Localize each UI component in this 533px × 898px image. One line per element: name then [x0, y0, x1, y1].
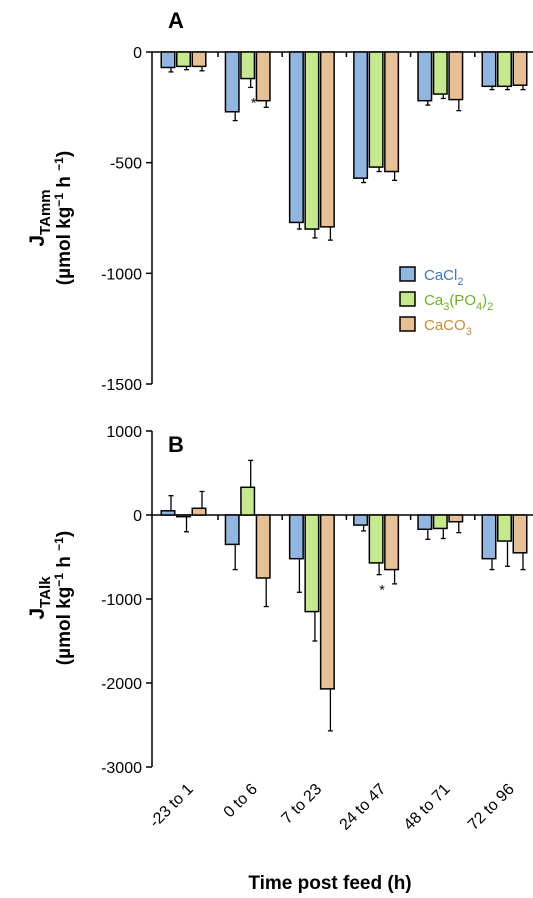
- legend-label-cacl2: CaCl2: [424, 267, 463, 288]
- panel-b-ylabel-j: J: [26, 608, 49, 620]
- x-axis-title: Time post feed (h): [248, 873, 411, 894]
- panel-b-ylabel-close: ): [54, 531, 75, 537]
- panel-b-ytick-label: -2000: [101, 676, 142, 693]
- bar-a-caco3: [255, 51, 271, 102]
- panel-a-ylabel-mu: µ: [54, 268, 75, 279]
- bar-b-caco3: [319, 514, 335, 690]
- panel-b-ylabel-mu: µ: [54, 648, 75, 659]
- panel-a-ylabel-close: ): [54, 151, 75, 157]
- bar-b-cacl2: [353, 514, 369, 526]
- x-tick-label: 72 to 96: [465, 781, 518, 834]
- panel-a-ylabel-sup2: −1: [52, 157, 66, 171]
- bar-a-ca3po42: [240, 51, 256, 80]
- panel-a-ylabel-open: (: [54, 278, 75, 285]
- panel-a-ylabel-j: J: [26, 235, 49, 247]
- panel-a-ytick-label: -1000: [101, 266, 142, 283]
- legend-label-caco3: CaCO3: [424, 317, 472, 338]
- panel-a-plot: 0 -500 -1000 -1500 *: [101, 45, 533, 394]
- bar-b-cacl2: [224, 514, 240, 546]
- panel-a-letter: A: [168, 8, 184, 33]
- panel-a-ylabel-sup1: −1: [52, 193, 66, 207]
- x-tick-label: 24 to 47: [337, 781, 390, 834]
- bar-b-cacl2: [417, 514, 433, 531]
- bar-b-ca3po42: [497, 514, 512, 542]
- x-tick-label: 7 to 23: [279, 781, 326, 828]
- x-tick-label: 0 to 6: [221, 781, 261, 821]
- bar-b-cacl2: [481, 514, 497, 560]
- bar-a-caco3: [448, 51, 464, 101]
- legend-swatch-cacl2: [399, 266, 416, 282]
- bar-b-ca3po42: [304, 514, 320, 613]
- panel-a-ylabel-unit: mol kg: [54, 207, 75, 268]
- panel-b-ylabel-sup1: −1: [52, 573, 66, 587]
- bar-a-ca3po42: [176, 51, 191, 68]
- legend-label-ca3po42: Ca3(PO4)2: [424, 292, 493, 313]
- panel-b-ylabel-sup2: −1: [52, 537, 66, 551]
- bar-b-caco3: [384, 514, 400, 571]
- panel-b-ytick-label: -1000: [101, 592, 142, 609]
- bar-b-caco3: [191, 507, 207, 516]
- bar-a-caco3: [191, 51, 207, 68]
- legend: CaCl2 Ca3(PO4)2 CaCO3: [399, 266, 493, 338]
- bar-a-ca3po42: [368, 51, 384, 168]
- bar-b-caco3: [448, 514, 464, 523]
- x-tick-label: 48 to 71: [401, 781, 454, 834]
- bar-a-cacl2: [160, 51, 176, 69]
- panel-a-ytick-label: -500: [110, 156, 142, 173]
- bar-b-ca3po42: [240, 486, 256, 516]
- bar-a-caco3: [512, 51, 528, 86]
- bar-a-ca3po42: [304, 51, 320, 230]
- bar-b-cacl2: [160, 510, 176, 516]
- panel-a-ylabel-sub: TAmm: [37, 189, 54, 235]
- panel-b-ylabel-unit: mol kg: [54, 587, 75, 648]
- bar-b-ca3po42: [368, 514, 384, 564]
- svg-text:(µmol kg−1 h −1): (µmol kg−1 h −1): [52, 531, 75, 665]
- panel-b-letter: B: [168, 432, 184, 457]
- svg-text:(µmol kg−1 h −1): (µmol kg−1 h −1): [52, 151, 75, 285]
- panel-b-ylabel-h: h: [54, 551, 75, 573]
- bar-a-cacl2: [417, 51, 433, 102]
- x-tick-label: -23 to 1: [146, 781, 196, 831]
- bar-a-cacl2: [288, 51, 304, 224]
- legend-swatch-ca3po42: [399, 291, 416, 307]
- panel-b-ytick-label: 1000: [106, 424, 142, 441]
- bar-b-cacl2: [288, 514, 304, 560]
- panel-b-ylabel-sub: TAlk: [37, 576, 54, 608]
- panel-b-significance-star: *: [379, 582, 385, 598]
- bar-a-cacl2: [353, 51, 369, 179]
- panel-b-plot: 1000 0 -1000 -2000 -3000 *: [101, 424, 533, 777]
- bar-b-caco3: [512, 514, 528, 554]
- bar-a-ca3po42: [432, 51, 448, 95]
- bar-a-cacl2: [224, 51, 240, 113]
- panel-a-significance-star: *: [251, 94, 257, 110]
- panel-b-ytick-label: -3000: [101, 760, 142, 777]
- bar-b-ca3po42: [176, 514, 191, 518]
- panel-a-ylabel: JTAmm (µmol kg−1 h −1): [26, 151, 75, 285]
- svg-text:JTAlk: JTAlk: [26, 576, 54, 620]
- panel-a-ytick-label: 0: [133, 45, 142, 62]
- panel-b-ylabel: JTAlk (µmol kg−1 h −1): [26, 531, 75, 665]
- bar-b-caco3: [255, 514, 271, 579]
- legend-swatch-caco3: [399, 316, 416, 332]
- panel-b-ylabel-open: (: [54, 658, 75, 665]
- bar-a-cacl2: [481, 51, 497, 88]
- panel-b-ytick-label: 0: [133, 508, 142, 525]
- panel-a-ytick-label: -1500: [101, 377, 142, 394]
- panel-a-ylabel-h: h: [54, 171, 75, 193]
- x-tick-labels: -23 to 1 0 to 6 7 to 23 24 to 47 48 to 71 72 …: [146, 781, 517, 834]
- bar-b-ca3po42: [432, 514, 448, 530]
- svg-text:JTAmm: JTAmm: [26, 189, 54, 246]
- bar-a-ca3po42: [497, 51, 512, 88]
- bar-a-caco3: [319, 51, 335, 228]
- bar-a-caco3: [384, 51, 400, 173]
